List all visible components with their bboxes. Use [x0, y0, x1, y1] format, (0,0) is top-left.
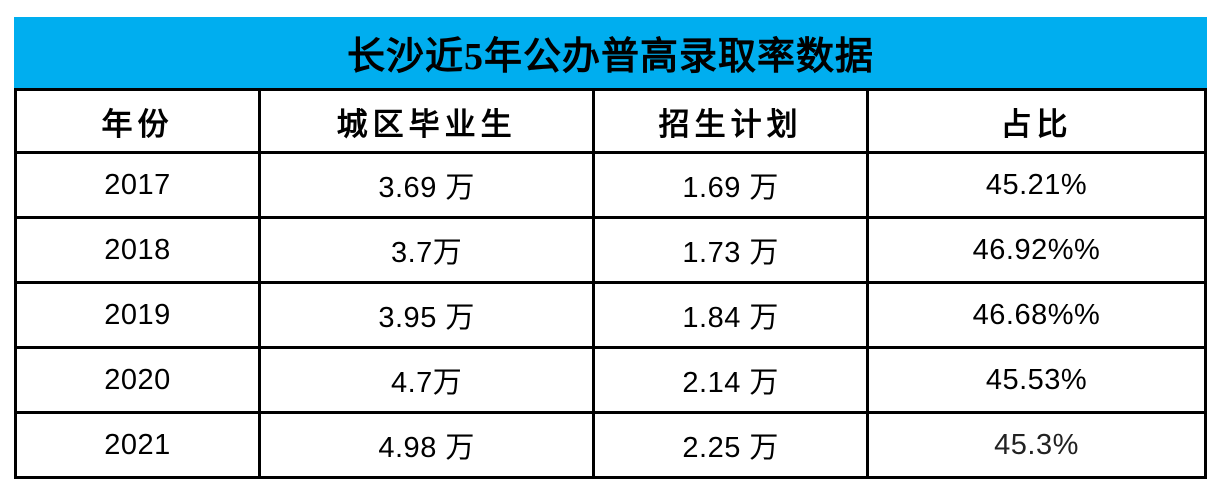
cell-graduates: 3.7万: [257, 216, 596, 284]
cell-graduates: 3.69 万: [257, 151, 596, 219]
cell-year: 2021: [14, 411, 261, 479]
admission-rate-table-container: 长沙近5年公办普高录取率数据 年份 城区毕业生 招生计划 占比 2017 3.6…: [14, 17, 1207, 479]
table-title: 长沙近5年公办普高录取率数据: [346, 36, 874, 78]
admission-rate-table: 年份 城区毕业生 招生计划 占比 2017 3.69 万 1.69 万 45.2…: [14, 88, 1207, 479]
cell-ratio: 46.92%%: [866, 216, 1207, 284]
table-row-2017: 2017 3.69 万 1.69 万 45.21%: [14, 151, 1207, 219]
table-row-2021: 2021 4.98 万 2.25 万 45.3%: [14, 411, 1207, 479]
header-row: 年份 城区毕业生 招生计划 占比: [14, 88, 1207, 154]
cell-year: 2019: [14, 281, 261, 349]
cell-ratio: 45.53%: [866, 346, 1207, 414]
cell-plan: 2.25 万: [592, 411, 869, 479]
header-plan: 招生计划: [592, 88, 869, 154]
cell-ratio: 45.3%: [866, 411, 1207, 479]
table-row-2018: 2018 3.7万 1.73 万 46.92%%: [14, 216, 1207, 284]
cell-year: 2020: [14, 346, 261, 414]
cell-plan: 2.14 万: [592, 346, 869, 414]
cell-ratio: 45.21%: [866, 151, 1207, 219]
table-title-bar: 长沙近5年公办普高录取率数据: [14, 17, 1207, 88]
cell-graduates: 3.95 万: [257, 281, 596, 349]
cell-plan: 1.73 万: [592, 216, 869, 284]
header-graduates: 城区毕业生: [257, 88, 596, 154]
header-year: 年份: [14, 88, 261, 154]
table-row-2020: 2020 4.7万 2.14 万 45.53%: [14, 346, 1207, 414]
cell-ratio: 46.68%%: [866, 281, 1207, 349]
header-ratio: 占比: [866, 88, 1207, 154]
cell-graduates: 4.98 万: [257, 411, 596, 479]
table-row-2019: 2019 3.95 万 1.84 万 46.68%%: [14, 281, 1207, 349]
cell-plan: 1.84 万: [592, 281, 869, 349]
cell-year: 2018: [14, 216, 261, 284]
cell-graduates: 4.7万: [257, 346, 596, 414]
cell-plan: 1.69 万: [592, 151, 869, 219]
cell-year: 2017: [14, 151, 261, 219]
